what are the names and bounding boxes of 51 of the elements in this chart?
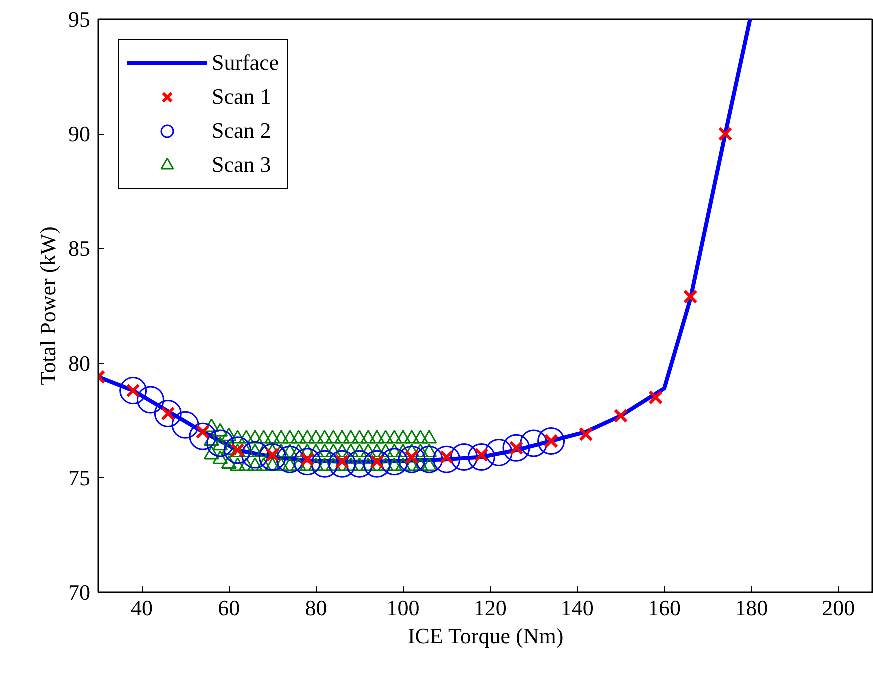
point — [468, 444, 496, 471]
point — [416, 446, 444, 474]
y-tick-label: 75 — [68, 465, 90, 490]
point — [346, 450, 374, 478]
x-tick-label: 200 — [822, 596, 856, 620]
legend-label: Surface — [212, 50, 280, 76]
point — [120, 377, 148, 405]
x-tick-label: 180 — [735, 596, 768, 620]
y-tick-label: 70 — [68, 580, 90, 605]
point — [433, 446, 461, 474]
y-axis-title: Total Power (kW) — [36, 226, 60, 386]
legend-label: Scan 2 — [212, 118, 272, 144]
x-tick-label: 40 — [131, 596, 154, 620]
point — [224, 436, 252, 464]
point — [172, 411, 200, 439]
point — [154, 400, 182, 428]
x-axis-title: ICE Torque (Nm) — [408, 624, 564, 648]
point — [258, 444, 286, 471]
point — [718, 126, 733, 142]
point — [614, 408, 628, 424]
x-tick-label: 140 — [560, 596, 594, 620]
point — [380, 448, 408, 476]
point — [189, 422, 217, 450]
point — [538, 428, 566, 455]
point — [520, 430, 548, 458]
point — [398, 446, 426, 474]
legend-label: Scan 1 — [212, 84, 272, 110]
y-tick-label: 80 — [68, 350, 90, 376]
point — [578, 427, 594, 442]
x-tick-label: 80 — [305, 596, 328, 620]
point — [502, 434, 530, 462]
x-tick-label: 120 — [474, 596, 507, 620]
point — [363, 450, 391, 478]
point — [241, 441, 269, 469]
x-tick-label: 160 — [648, 596, 682, 620]
point — [450, 444, 478, 471]
point — [294, 448, 322, 476]
y-tick-label: 85 — [68, 236, 90, 262]
point — [206, 430, 234, 458]
x-tick-label: 100 — [386, 596, 420, 620]
x-tick-label: 60 — [218, 596, 240, 620]
point — [485, 438, 513, 466]
point — [311, 450, 339, 478]
point — [276, 446, 304, 474]
point — [328, 450, 356, 478]
point — [136, 386, 164, 414]
legend-label: Scan 3 — [212, 152, 272, 178]
y-tick-label: 95 — [68, 7, 90, 32]
y-tick-label: 90 — [68, 122, 90, 147]
point — [683, 290, 698, 304]
point — [648, 390, 663, 405]
